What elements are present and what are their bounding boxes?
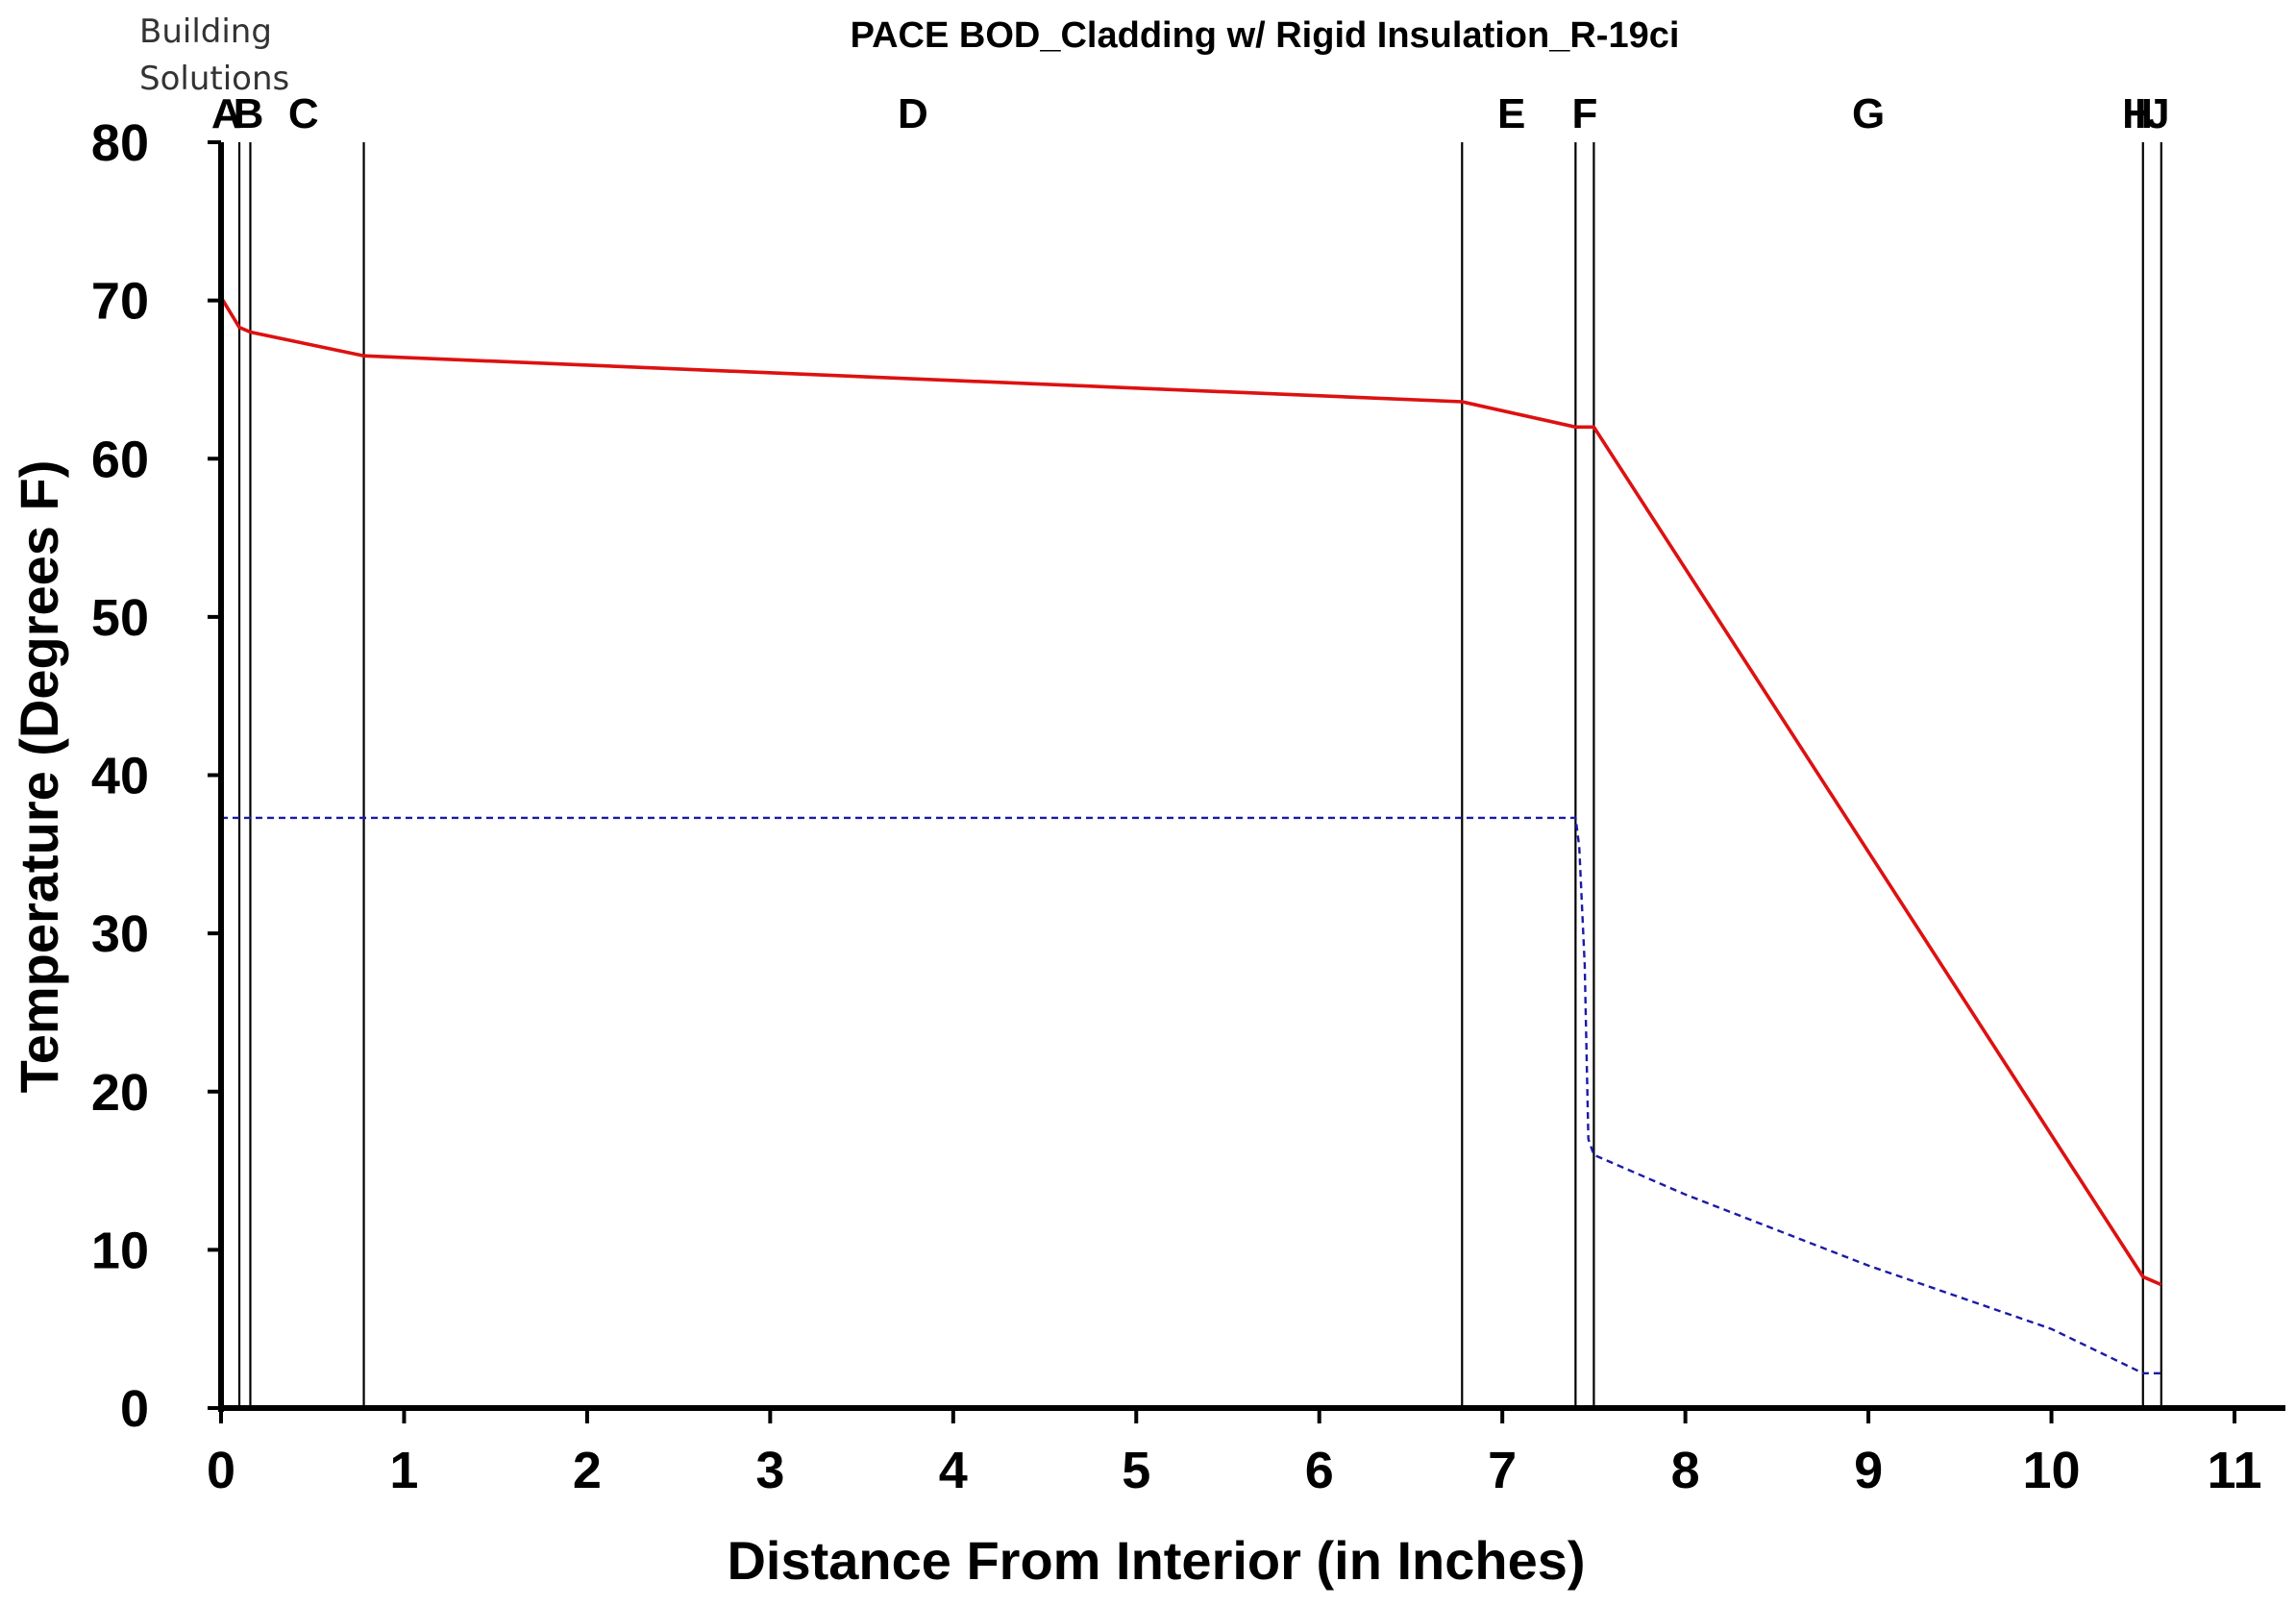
x-axis-title: Distance From Interior (in Inches) xyxy=(727,1530,1585,1591)
y-tick-labels: 0 10 20 30 40 50 60 70 80 xyxy=(91,114,221,1438)
x-tick-label: 7 xyxy=(1488,1442,1517,1499)
layer-label-h: H xyxy=(2122,90,2153,137)
series-line-2 xyxy=(221,816,2161,1375)
x-tick-label: 9 xyxy=(1854,1442,1883,1499)
layer-label-a: A xyxy=(211,90,242,137)
y-tick-label: 20 xyxy=(91,1064,149,1122)
layer-labels: AB C D E F G HIJ xyxy=(211,90,2170,137)
layer-label-f: F xyxy=(1571,90,1597,137)
x-tick-label: 11 xyxy=(2207,1442,2261,1499)
x-tick-label: 1 xyxy=(389,1442,418,1499)
x-tick-label: 10 xyxy=(2023,1442,2081,1499)
y-tick-label: 40 xyxy=(91,748,149,805)
layer-label-g: G xyxy=(1852,90,1885,137)
y-tick-label: 80 xyxy=(91,114,149,172)
x-tick-label: 8 xyxy=(1671,1442,1700,1499)
y-tick-label: 30 xyxy=(91,905,149,963)
layer-boundaries xyxy=(219,142,2162,1408)
x-tick-label: 4 xyxy=(939,1442,968,1499)
chart-subtitle: PACE BOD_Cladding w/ Rigid Insulation_R-… xyxy=(851,15,1680,56)
layer-label-d: D xyxy=(898,90,928,137)
brand-line-1: Building xyxy=(139,12,272,51)
x-tick-label: 6 xyxy=(1305,1442,1334,1499)
brand-line-2: Solutions xyxy=(139,60,289,98)
y-tick-label: 10 xyxy=(91,1222,149,1279)
x-tick-label: 2 xyxy=(573,1442,602,1499)
x-tick-labels: 0 1 2 3 4 5 6 7 8 9 10 11 xyxy=(207,1408,2262,1499)
layer-label-e: E xyxy=(1497,90,1525,137)
y-tick-label: 70 xyxy=(91,273,149,331)
x-tick-label: 0 xyxy=(207,1442,235,1499)
y-tick-label: 50 xyxy=(91,589,149,647)
layer-label-b: B xyxy=(234,90,264,137)
x-tick-label: 3 xyxy=(755,1442,784,1499)
y-axis-title: Temperature (Degrees F) xyxy=(9,460,69,1094)
layer-label-c: C xyxy=(288,90,319,137)
series-line-1 xyxy=(219,296,2162,1287)
layer-label-ij: IJ xyxy=(2135,90,2170,137)
y-tick-label: 60 xyxy=(91,431,149,488)
x-tick-label: 5 xyxy=(1122,1442,1150,1499)
y-tick-label: 0 xyxy=(120,1380,149,1438)
series-group xyxy=(219,296,2162,1375)
axes xyxy=(218,142,2285,1412)
